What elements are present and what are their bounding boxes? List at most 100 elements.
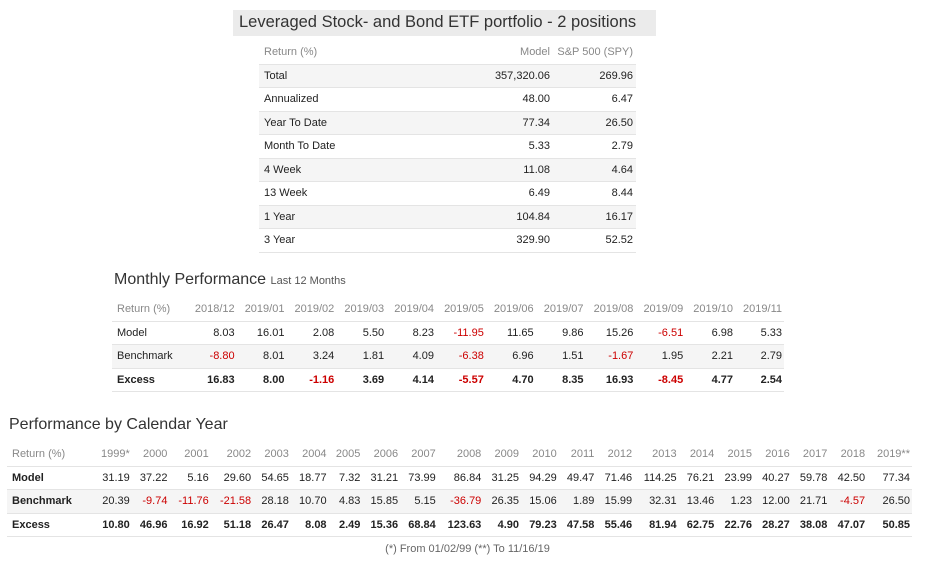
- yearly-header-period: 2006: [362, 443, 401, 467]
- yearly-value: 26.47: [253, 513, 291, 537]
- monthly-header-period: 2019/11: [735, 298, 784, 322]
- monthly-value: -8.45: [635, 368, 686, 393]
- summary-row-label: Total: [259, 64, 430, 88]
- yearly-value: 32.31: [634, 489, 679, 514]
- yearly-value: 47.07: [829, 513, 868, 537]
- monthly-value: 6.96: [485, 344, 536, 369]
- summary-spy-value: 16.17: [553, 205, 636, 229]
- monthly-value: 8.01: [236, 344, 287, 369]
- summary-spy-value: 26.50: [553, 111, 636, 135]
- yearly-header-period: 2000: [131, 443, 170, 467]
- monthly-value: 15.26: [585, 321, 636, 346]
- monthly-header-period: 2019/08: [585, 298, 636, 322]
- yearly-value: 54.65: [253, 466, 291, 490]
- yearly-header-period: 2001: [169, 443, 211, 467]
- yearly-value: 10.70: [290, 489, 329, 514]
- yearly-row-benchmark: Benchmark 20.39 -9.74 -11.76 -21.58 28.18 10.7…: [7, 489, 912, 514]
- yearly-value: 4.90: [483, 513, 522, 537]
- monthly-value: 2.08: [286, 321, 337, 346]
- summary-row: 3 Year 329.90 52.52: [259, 228, 636, 253]
- summary-spy-value: 6.47: [553, 87, 636, 112]
- yearly-value: 42.50: [829, 466, 868, 490]
- yearly-header-period: 2007: [400, 443, 438, 467]
- summary-spy-value: 4.64: [553, 158, 636, 182]
- yearly-value: 51.18: [210, 513, 254, 537]
- summary-model-value: 77.34: [430, 111, 553, 135]
- yearly-header-period: 2013: [634, 443, 679, 467]
- yearly-value: 1.89: [558, 489, 597, 514]
- yearly-value: 71.46: [596, 466, 635, 490]
- yearly-value: 31.19: [92, 466, 132, 490]
- monthly-row-label: Excess: [112, 368, 187, 393]
- summary-row: Annualized 48.00 6.47: [259, 87, 636, 112]
- yearly-value: 31.25: [483, 466, 522, 490]
- yearly-header-period: 2017: [791, 443, 830, 467]
- yearly-value: 123.63: [437, 513, 484, 537]
- summary-header-model: Model: [430, 41, 553, 65]
- yearly-value: 62.75: [678, 513, 717, 537]
- yearly-value: 81.94: [634, 513, 679, 537]
- monthly-header-period: 2019/09: [635, 298, 686, 322]
- summary-model-value: 6.49: [430, 181, 553, 206]
- monthly-row-benchmark: Benchmark -8.80 8.01 3.24 1.81 4.09 -6.38 6.96 1…: [112, 344, 784, 369]
- yearly-row-excess: Excess 10.80 46.96 16.92 51.18 26.47 8.08 2.49 1…: [7, 513, 912, 537]
- monthly-value: 5.50: [336, 321, 387, 346]
- yearly-value: 79.23: [521, 513, 559, 537]
- monthly-header-period: 2019/07: [535, 298, 586, 322]
- monthly-value: -5.57: [435, 368, 486, 393]
- monthly-value: 5.33: [735, 321, 784, 346]
- monthly-value: 3.69: [336, 368, 387, 393]
- summary-row-label: Year To Date: [259, 111, 430, 135]
- summary-header-spy: S&P 500 (SPY): [553, 41, 636, 65]
- yearly-header-period: 2008: [437, 443, 484, 467]
- yearly-value: 7.32: [328, 466, 363, 490]
- summary-row: Total 357,320.06 269.96: [259, 64, 636, 88]
- yearly-value: 15.06: [521, 489, 559, 514]
- monthly-value: 16.01: [236, 321, 287, 346]
- monthly-row-excess: Excess 16.83 8.00 -1.16 3.69 4.14 -5.57 4.70 8.3…: [112, 368, 784, 393]
- summary-model-value: 5.33: [430, 134, 553, 159]
- summary-model-value: 104.84: [430, 205, 553, 229]
- summary-row-label: Month To Date: [259, 134, 430, 159]
- monthly-value: 1.81: [336, 344, 387, 369]
- yearly-value: 15.99: [596, 489, 635, 514]
- yearly-header-period: 2015: [716, 443, 754, 467]
- yearly-value: 76.21: [678, 466, 717, 490]
- footnote: (*) From 01/02/99 (**) To 11/16/19: [385, 543, 550, 555]
- yearly-value: 1.23: [716, 489, 754, 514]
- summary-row-label: Annualized: [259, 87, 430, 112]
- yearly-value: 94.29: [521, 466, 559, 490]
- summary-spy-value: 52.52: [553, 228, 636, 253]
- yearly-value: 2.49: [328, 513, 363, 537]
- yearly-value: 77.34: [867, 466, 912, 490]
- yearly-value: 23.99: [716, 466, 754, 490]
- summary-row-label: 4 Week: [259, 158, 430, 182]
- yearly-header-period: 2003: [253, 443, 291, 467]
- monthly-value: -8.80: [186, 344, 237, 369]
- monthly-header-row: Return (%) 2018/12 2019/01 2019/02 2019/03 20…: [112, 298, 784, 322]
- monthly-value: 9.86: [535, 321, 586, 346]
- monthly-value: 2.54: [735, 368, 784, 393]
- yearly-value: -36.79: [437, 489, 484, 514]
- monthly-value: 8.23: [386, 321, 436, 346]
- monthly-header-period: 2019/03: [336, 298, 387, 322]
- yearly-value: 59.78: [791, 466, 830, 490]
- monthly-value: 2.21: [685, 344, 736, 369]
- yearly-value: -9.74: [131, 489, 170, 514]
- portfolio-title-box: Leveraged Stock- and Bond ETF portfolio …: [233, 10, 656, 36]
- yearly-value: 20.39: [92, 489, 132, 514]
- yearly-value: 28.27: [754, 513, 792, 537]
- yearly-row-label: Excess: [7, 513, 93, 537]
- yearly-value: 68.84: [400, 513, 438, 537]
- monthly-value: 16.93: [585, 368, 636, 393]
- yearly-value: 4.83: [328, 489, 363, 514]
- monthly-value: 16.83: [186, 368, 237, 393]
- summary-spy-value: 8.44: [553, 181, 636, 206]
- monthly-value: 1.51: [535, 344, 586, 369]
- monthly-value: 2.79: [735, 344, 784, 369]
- monthly-header-period: 2019/01: [236, 298, 287, 322]
- monthly-row-model: Model 8.03 16.01 2.08 5.50 8.23 -11.95 11.65 9.8…: [112, 321, 784, 346]
- yearly-value: 50.85: [867, 513, 912, 537]
- monthly-subtitle: Last 12 Months: [270, 275, 346, 287]
- yearly-header-period: 2019**: [867, 443, 912, 467]
